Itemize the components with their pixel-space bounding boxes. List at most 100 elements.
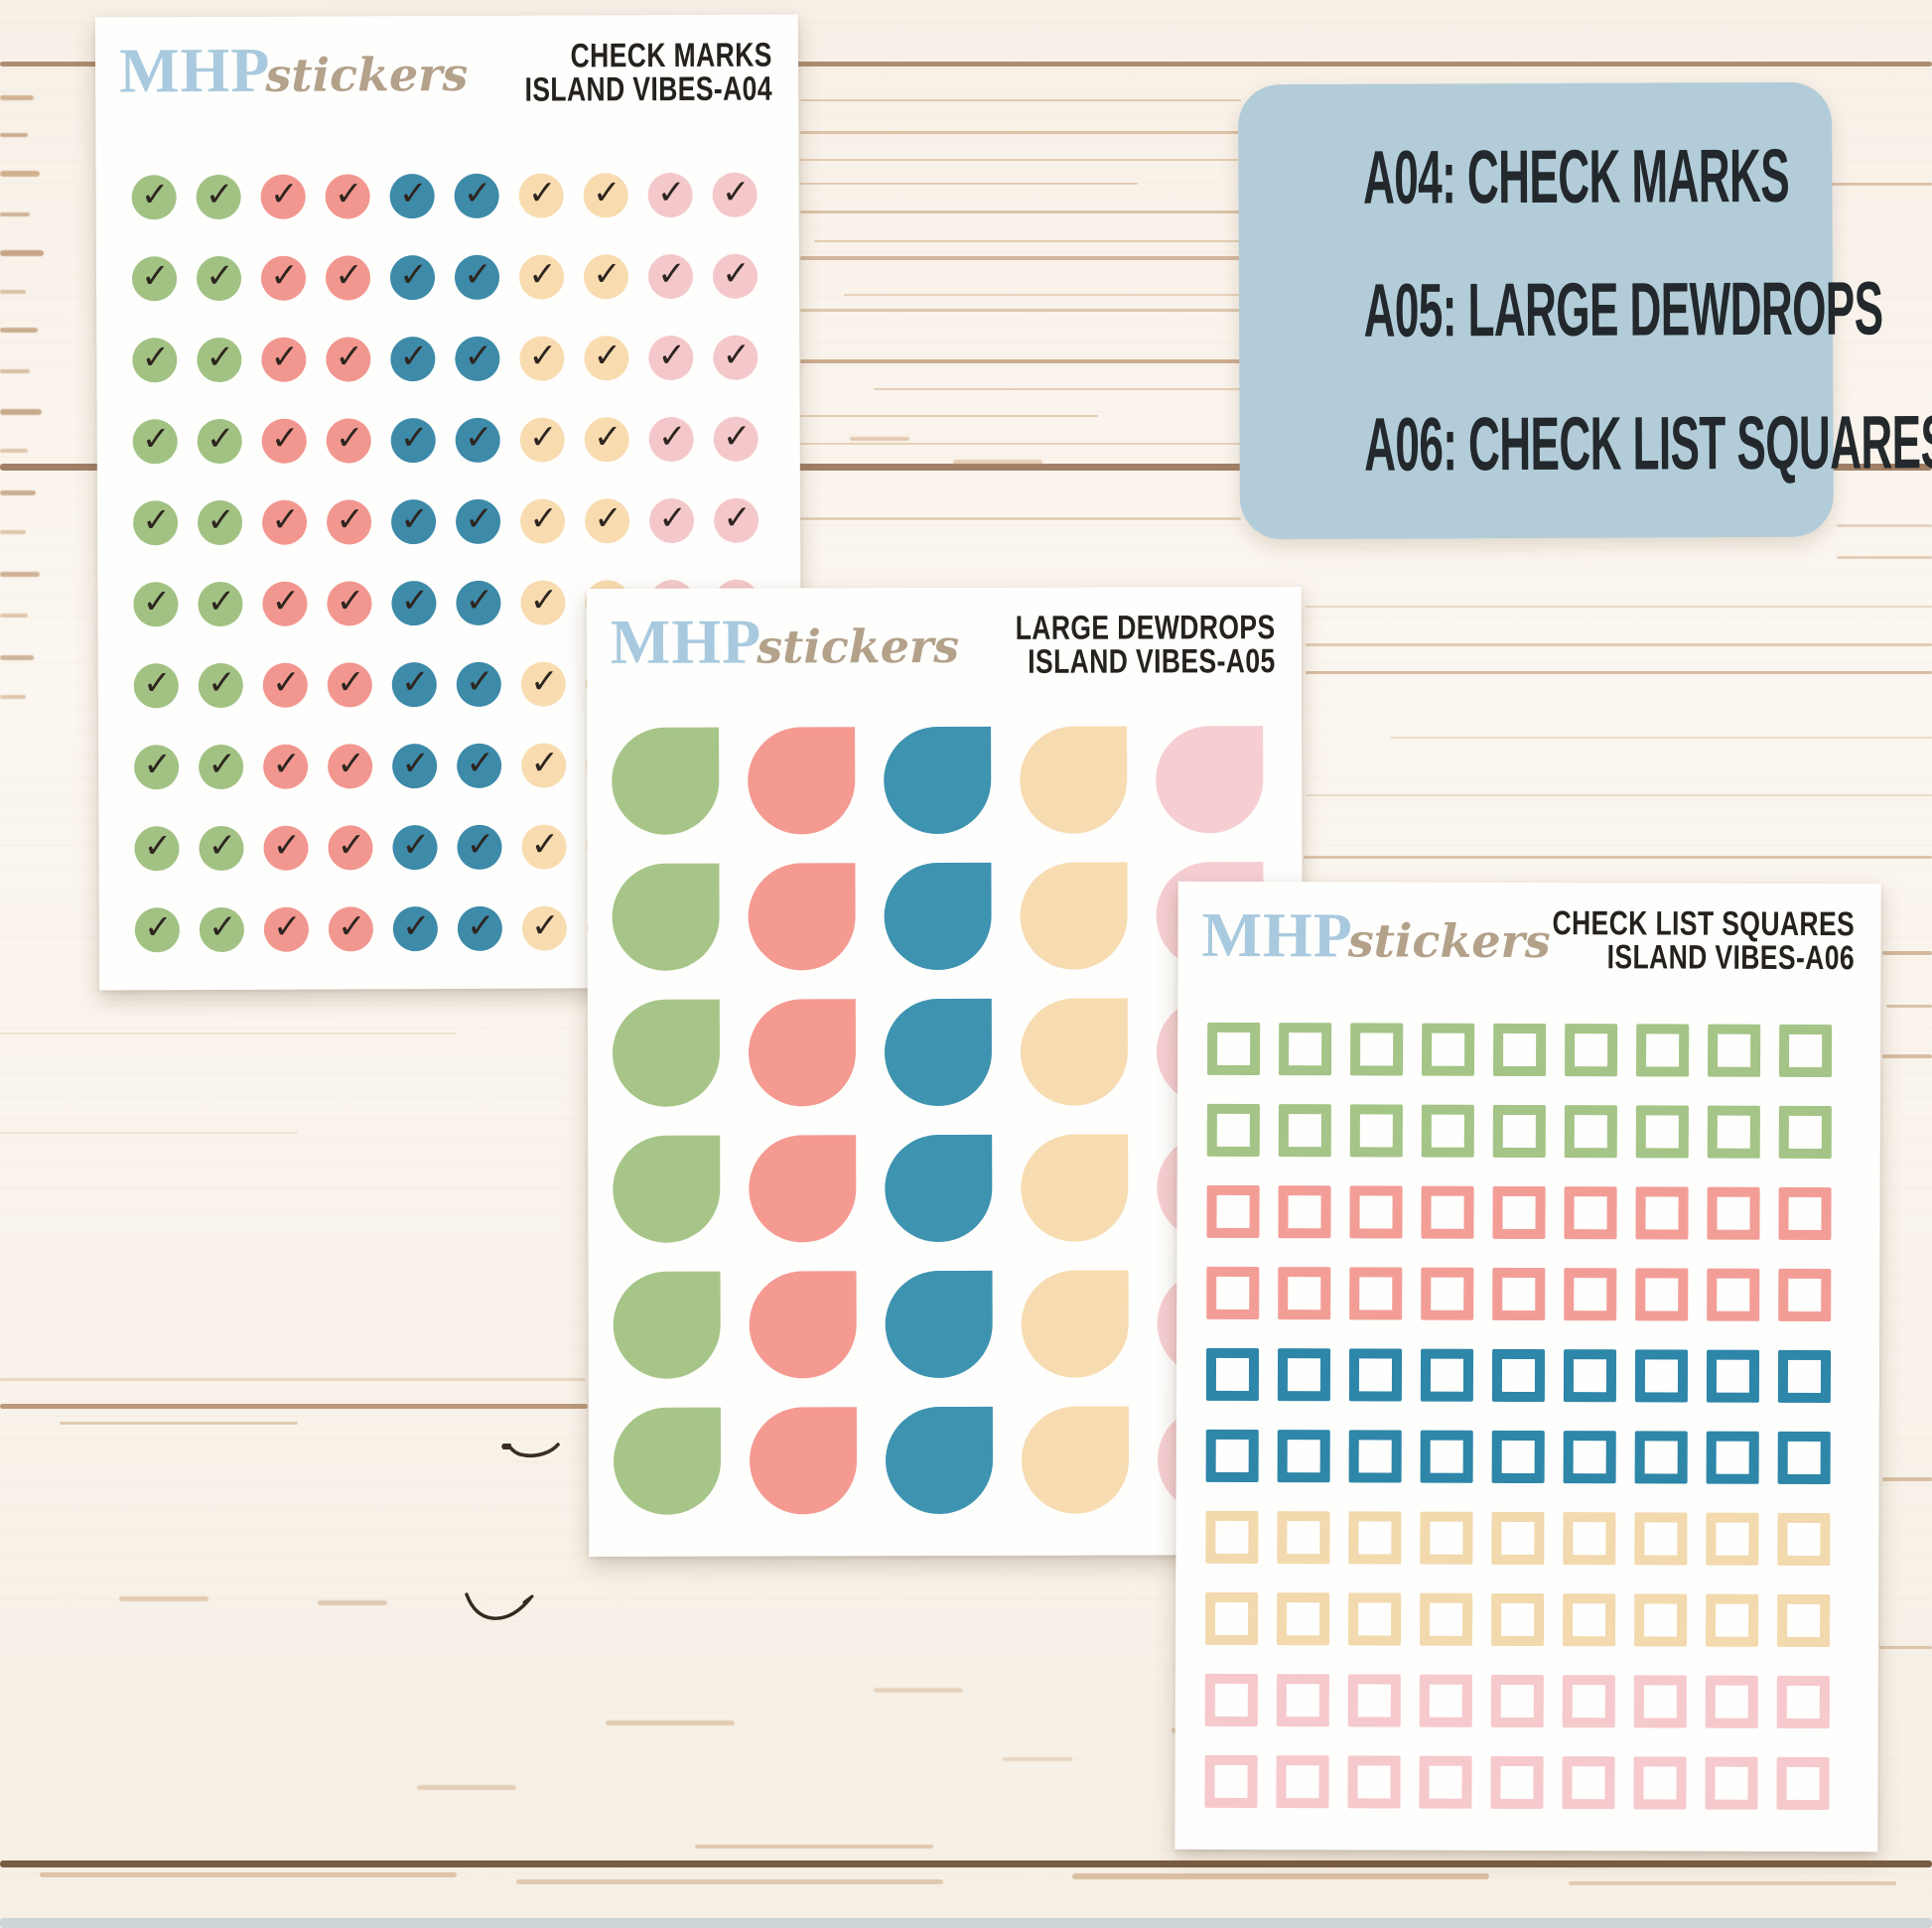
- checklist-square-sticker: [1706, 1512, 1759, 1566]
- check-icon: ✓: [143, 744, 172, 784]
- wood-grain-streak: [874, 1688, 963, 1693]
- wood-grain-streak: [0, 409, 42, 415]
- wood-groove-line: [40, 1872, 457, 1877]
- wood-groove-line: [1306, 794, 1932, 796]
- variant-line-a05: A05: LARGE DEWDROPS: [1363, 266, 1883, 353]
- check-mark-sticker: ✓: [196, 255, 242, 302]
- variant-line-a04: A04: CHECK MARKS: [1362, 133, 1790, 220]
- checklist-square-sticker: [1565, 1024, 1618, 1077]
- mhp-stickers-logo: MHPstickers: [611, 606, 959, 676]
- checklist-square-sticker: [1562, 1675, 1615, 1728]
- check-mark-sticker: ✓: [132, 419, 178, 465]
- checklist-square-sticker: [1490, 1674, 1544, 1728]
- checklist-square-sticker: [1206, 1184, 1260, 1239]
- wood-groove-line: [1306, 671, 1932, 674]
- wood-grain-streak: [0, 530, 26, 534]
- wood-grain-streak: [0, 655, 34, 660]
- wood-groove-line: [1882, 1054, 1932, 1058]
- sheet-title-line1: CHECK LIST SQUARES: [1552, 904, 1856, 944]
- checklist-square-sticker: [1635, 1268, 1689, 1321]
- check-mark-sticker: ✓: [712, 253, 759, 299]
- checklist-square-sticker: [1562, 1756, 1615, 1810]
- check-mark-sticker: ✓: [454, 173, 499, 218]
- wood-grain-streak: [0, 328, 38, 333]
- checklist-square-sticker: [1350, 1023, 1404, 1076]
- checklist-square-sticker: [1492, 1104, 1546, 1159]
- wood-groove-line: [0, 1132, 298, 1134]
- wood-groove-line: [800, 159, 1241, 161]
- checklist-square-sticker: [1206, 1103, 1260, 1158]
- wood-groove-line: [800, 183, 1138, 185]
- check-mark-sticker: ✓: [328, 905, 373, 952]
- wood-groove-line: [1837, 556, 1932, 559]
- check-mark-sticker: ✓: [647, 253, 694, 300]
- check-mark-sticker: ✓: [519, 417, 565, 463]
- check-mark-sticker: ✓: [260, 174, 306, 219]
- sheet-title: CHECK MARKS ISLAND VIBES-A04: [525, 37, 773, 109]
- checklist-square-sticker: [1349, 1185, 1403, 1239]
- checklist-square-sticker: [1490, 1755, 1544, 1810]
- wood-groove-line: [60, 1422, 298, 1425]
- checklist-square-sticker: [1347, 1755, 1401, 1809]
- dewdrop-sticker: [884, 726, 992, 835]
- checklist-square-sticker: [1563, 1349, 1617, 1403]
- wood-groove-line: [800, 517, 1241, 520]
- check-mark-sticker: ✓: [391, 581, 437, 626]
- check-icon: ✓: [466, 743, 494, 783]
- check-mark-sticker: ✓: [198, 662, 243, 709]
- check-mark-sticker: ✓: [519, 336, 565, 381]
- checklist-square-sticker: [1705, 1756, 1758, 1810]
- check-mark-sticker: ✓: [390, 336, 436, 382]
- check-icon: ✓: [399, 336, 429, 376]
- wood-grain-streak: [953, 460, 1042, 465]
- wood-groove-line: [800, 256, 1241, 260]
- wood-grain-streak: [0, 133, 28, 137]
- logo-mhp-text: MHP: [1201, 898, 1353, 971]
- checklist-square-sticker: [1563, 1512, 1616, 1566]
- check-mark-sticker: ✓: [457, 743, 502, 788]
- check-mark-sticker: ✓: [132, 338, 178, 383]
- checklist-square-sticker: [1633, 1756, 1687, 1810]
- check-mark-sticker: ✓: [199, 906, 244, 953]
- check-mark-sticker: ✓: [325, 174, 370, 219]
- wood-grain-streak: [0, 171, 40, 177]
- check-icon: ✓: [338, 905, 366, 946]
- check-mark-sticker: ✓: [392, 825, 438, 871]
- check-icon: ✓: [206, 337, 235, 377]
- check-mark-sticker: ✓: [134, 744, 180, 790]
- checklist-square-sticker: [1563, 1431, 1616, 1484]
- wood-groove-line: [1882, 1477, 1932, 1481]
- check-mark-sticker: ✓: [197, 337, 242, 383]
- dewdrop-sticker: [884, 998, 993, 1107]
- check-mark-sticker: ✓: [583, 254, 629, 300]
- wood-groove-line: [1072, 1873, 1489, 1879]
- checklist-square-sticker: [1635, 1186, 1689, 1240]
- check-mark-sticker: ✓: [521, 824, 567, 870]
- checklist-square-sticker: [1277, 1511, 1330, 1565]
- checklist-square-sticker: [1492, 1267, 1546, 1321]
- check-mark-sticker: ✓: [520, 661, 566, 707]
- dewdrop-sticker: [1156, 726, 1264, 834]
- logo-stickers-text: stickers: [1347, 913, 1551, 969]
- checklist-square-sticker: [1778, 1105, 1832, 1160]
- check-mark-sticker: ✓: [454, 254, 500, 300]
- check-mark-sticker: ✓: [263, 906, 309, 952]
- check-mark-sticker: ✓: [325, 255, 371, 301]
- check-icon: ✓: [336, 498, 364, 539]
- check-icon: ✓: [722, 335, 752, 375]
- check-mark-sticker: ✓: [197, 499, 243, 546]
- wood-grain-streak: [606, 1721, 735, 1725]
- wood-groove-line: [1304, 856, 1932, 859]
- check-mark-sticker: ✓: [134, 907, 180, 953]
- check-icon: ✓: [466, 824, 495, 865]
- check-mark-sticker: ✓: [455, 336, 500, 381]
- checklist-square-sticker: [1777, 1593, 1831, 1648]
- wood-grain-streak: [0, 490, 36, 495]
- check-mark-sticker: ✓: [518, 173, 564, 218]
- checklist-square-sticker: [1421, 1104, 1474, 1158]
- wood-scratch-mark: [501, 1443, 560, 1458]
- checklist-square-sticker: [1204, 1754, 1258, 1809]
- check-mark-sticker: ✓: [263, 825, 309, 871]
- check-icon: ✓: [722, 416, 752, 457]
- check-mark-sticker: ✓: [584, 417, 629, 463]
